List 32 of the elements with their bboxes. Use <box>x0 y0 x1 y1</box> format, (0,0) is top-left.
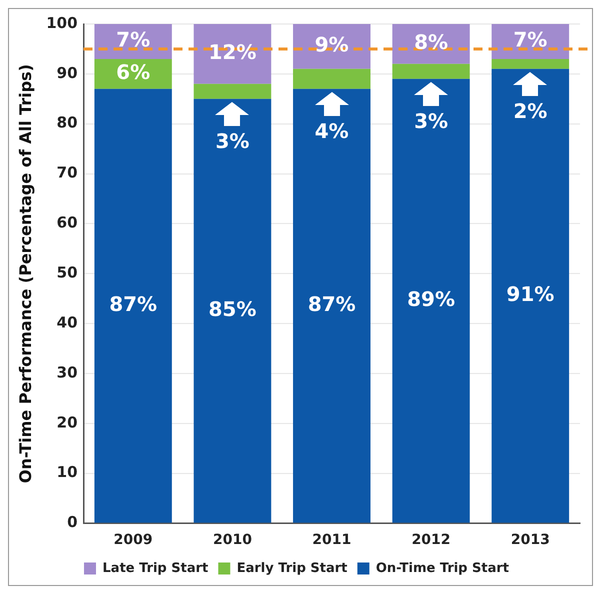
data-label: 3% <box>414 109 448 134</box>
data-label: 87% <box>308 292 356 316</box>
y-tick-label: 90 <box>56 64 78 82</box>
data-label: 4% <box>314 119 349 144</box>
legend-label: On-Time Trip Start <box>376 560 509 576</box>
y-tick-label: 50 <box>56 263 78 282</box>
x-tick-label: 2010 <box>212 532 252 548</box>
y-tick-label: 20 <box>56 413 78 432</box>
y-tick-label: 10 <box>56 463 78 482</box>
y-tick-label: 70 <box>56 164 78 182</box>
x-tick-label: 2012 <box>412 532 451 548</box>
y-axis-title: On-Time Performance (Percentage of All Trips) <box>16 64 35 484</box>
y-tick-label: 100 <box>46 14 78 32</box>
data-label: 87% <box>109 292 158 316</box>
y-tick-label: 0 <box>67 513 78 532</box>
x-tick-label: 2011 <box>312 532 352 548</box>
y-tick-label: 80 <box>56 114 78 132</box>
legend-label: Late Trip Start <box>102 560 208 576</box>
data-label: 7% <box>116 28 150 52</box>
y-tick-label: 40 <box>56 313 78 332</box>
x-tick-label: 2009 <box>114 532 153 548</box>
y-tick-label: 60 <box>56 214 78 232</box>
data-label: 2% <box>513 99 548 124</box>
data-label: 7% <box>513 28 548 52</box>
data-label: 85% <box>208 296 256 321</box>
legend-label: Early Trip Start <box>236 560 348 576</box>
y-tick-label: 30 <box>56 363 78 382</box>
data-label: 89% <box>407 287 455 312</box>
x-tick-label: 2013 <box>510 532 550 548</box>
data-label: 3% <box>215 129 250 154</box>
data-label: 91% <box>506 282 554 306</box>
data-label: 6% <box>116 60 150 84</box>
